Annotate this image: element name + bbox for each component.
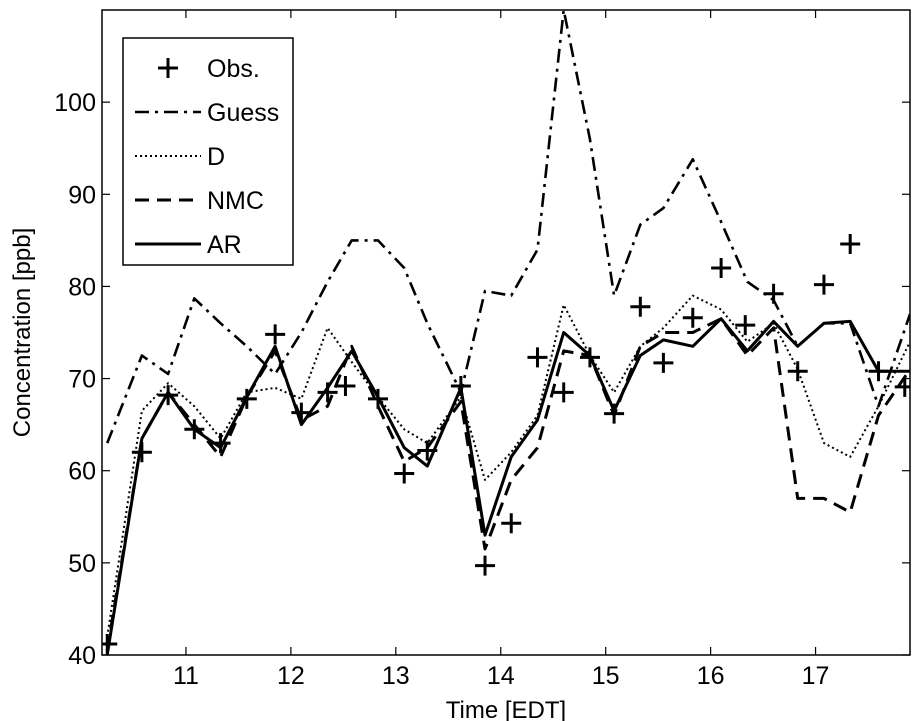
obs-point — [265, 324, 286, 345]
legend-label: Guess — [207, 99, 279, 127]
y-tick-label: 80 — [68, 273, 96, 301]
series-layer — [102, 10, 910, 655]
y-tick-label: 70 — [68, 366, 96, 394]
obs-point — [501, 513, 522, 534]
obs-point — [475, 555, 496, 576]
x-tick-label: 16 — [697, 662, 725, 690]
obs-point — [335, 375, 356, 396]
legend-box — [122, 37, 294, 266]
legend: Obs. Guess D NMC AR — [122, 37, 294, 266]
x-axis-label: Time [EDT] — [446, 697, 566, 721]
series-line-guess — [105, 10, 910, 444]
obs-point — [735, 315, 756, 336]
obs-point — [394, 463, 415, 484]
legend-label: D — [207, 143, 225, 171]
y-axis-label: Concentration [ppb] — [9, 228, 36, 437]
obs-point — [840, 234, 861, 255]
x-tick-label: 15 — [592, 662, 620, 690]
obs-point — [787, 361, 808, 382]
legend-label: AR — [207, 231, 242, 259]
y-tick-label: 100 — [54, 89, 96, 117]
series-line-ar — [105, 317, 910, 655]
obs-point — [527, 347, 548, 368]
obs-point — [291, 402, 312, 423]
y-axis: 40 50 60 70 80 90 100 — [54, 89, 910, 670]
x-tick-label: 13 — [382, 662, 410, 690]
obs-point — [682, 307, 703, 328]
x-tick-label: 12 — [277, 662, 305, 690]
legend-swatch — [158, 58, 178, 78]
x-tick-label: 17 — [802, 662, 830, 690]
legend-label: NMC — [207, 187, 264, 215]
y-tick-label: 40 — [68, 642, 96, 670]
obs-point — [553, 382, 574, 403]
legend-label: Obs. — [207, 55, 260, 83]
obs-point — [653, 352, 674, 373]
series-line-nmc — [105, 317, 910, 651]
x-tick-label: 14 — [487, 662, 515, 690]
obs-point — [630, 296, 651, 317]
obs-point — [711, 258, 732, 278]
obs-point — [813, 274, 834, 295]
plot-frame — [101, 9, 911, 656]
x-tick-label: 11 — [173, 662, 199, 690]
obs-point — [894, 376, 910, 397]
y-tick-label: 50 — [68, 550, 96, 578]
series-obs-markers — [102, 234, 910, 654]
y-tick-label: 60 — [68, 458, 96, 486]
x-axis: 11 12 13 14 15 16 17 — [173, 10, 829, 690]
y-tick-label: 90 — [68, 181, 96, 209]
